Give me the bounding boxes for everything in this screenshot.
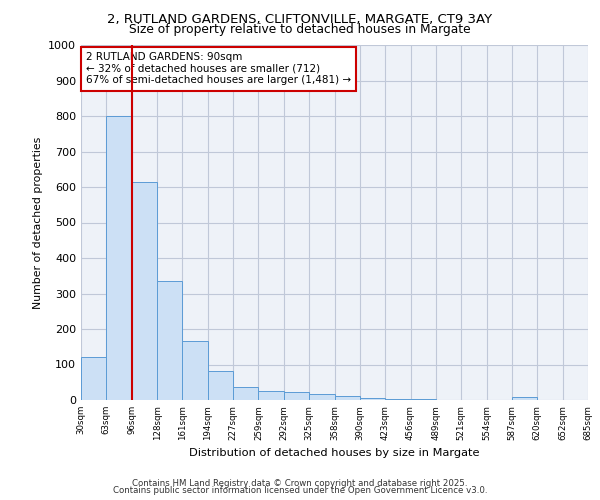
Bar <box>81 356 106 400</box>
Bar <box>157 281 182 400</box>
Bar <box>233 386 259 400</box>
Bar <box>335 396 360 400</box>
Text: 2, RUTLAND GARDENS, CLIFTONVILLE, MARGATE, CT9 3AY: 2, RUTLAND GARDENS, CLIFTONVILLE, MARGAT… <box>107 12 493 26</box>
Bar <box>360 398 385 400</box>
Text: Contains HM Land Registry data © Crown copyright and database right 2025.: Contains HM Land Registry data © Crown c… <box>132 478 468 488</box>
Text: Size of property relative to detached houses in Margate: Size of property relative to detached ho… <box>129 24 471 36</box>
Bar <box>106 116 132 400</box>
Bar <box>132 182 157 400</box>
Bar <box>259 391 284 400</box>
Bar <box>208 371 233 400</box>
Bar <box>385 399 410 400</box>
Bar <box>512 397 538 400</box>
Y-axis label: Number of detached properties: Number of detached properties <box>32 136 43 308</box>
Text: Contains public sector information licensed under the Open Government Licence v3: Contains public sector information licen… <box>113 486 487 495</box>
Text: 2 RUTLAND GARDENS: 90sqm
← 32% of detached houses are smaller (712)
67% of semi-: 2 RUTLAND GARDENS: 90sqm ← 32% of detach… <box>86 52 351 86</box>
Bar <box>284 392 309 400</box>
Bar <box>309 394 335 400</box>
Bar <box>182 342 208 400</box>
X-axis label: Distribution of detached houses by size in Margate: Distribution of detached houses by size … <box>189 448 480 458</box>
